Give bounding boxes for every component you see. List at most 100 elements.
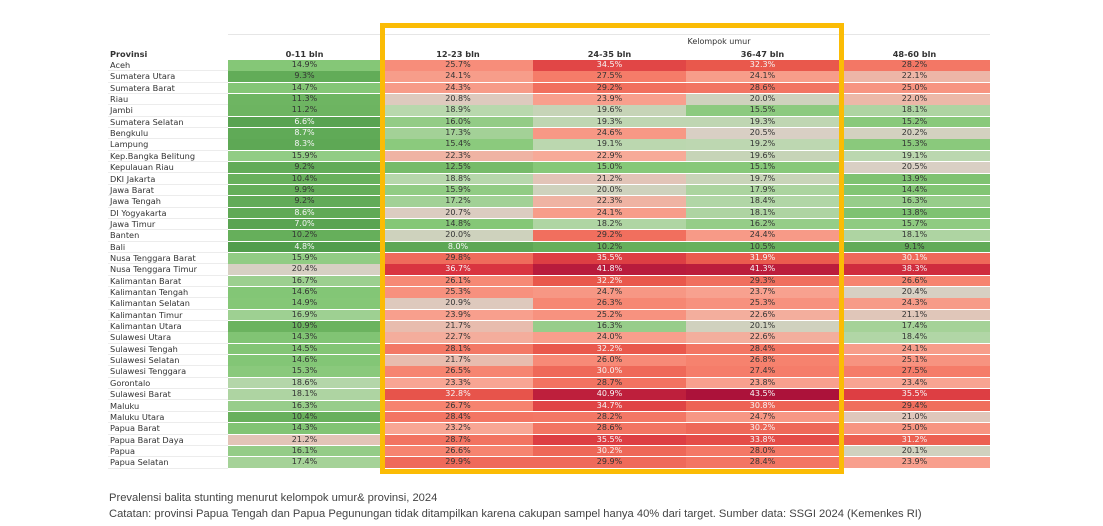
- table-row: Nusa Tenggara Timur 20.4% 36.7% 41.8% 41.3% 3…: [108, 264, 990, 276]
- heatmap-cell: 18.2%: [533, 218, 686, 230]
- heatmap-cell: 14.6%: [228, 355, 381, 366]
- row-divider: [108, 297, 228, 299]
- heatmap-cell: 22.7%: [383, 332, 533, 343]
- row-divider: [108, 172, 228, 174]
- heatmap-cell: 31.2%: [839, 434, 990, 446]
- row-divider: [108, 456, 228, 458]
- heatmap-cell: 14.5%: [228, 343, 381, 355]
- heatmap-cell: 24.0%: [533, 332, 686, 343]
- heatmap-cell: 32.8%: [383, 389, 533, 400]
- heatmap-cell: 41.8%: [533, 264, 686, 275]
- table-row: Sumatera Selatan 6.6% 16.0% 19.3% 19.3% 15.2%: [108, 116, 990, 129]
- row-divider: [108, 149, 228, 151]
- heatmap-cell: 34.5%: [533, 60, 686, 71]
- heatmap-cell: 8.3%: [228, 139, 381, 151]
- heatmap-cell: 19.7%: [686, 173, 839, 185]
- heatmap-cell: 16.2%: [686, 218, 839, 230]
- province-label: Papua: [110, 445, 135, 456]
- heatmap-cell: 15.9%: [228, 252, 381, 264]
- heatmap-cell: 21.7%: [383, 355, 533, 366]
- heatmap-cell: 26.3%: [533, 298, 686, 309]
- heatmap-cell: 11.3%: [228, 94, 381, 105]
- heatmap-cell: 34.7%: [533, 400, 686, 412]
- heatmap-cell: 6.6%: [228, 116, 381, 128]
- heatmap-cell: 38.3%: [839, 264, 990, 275]
- heatmap-cell: 28.6%: [533, 423, 686, 434]
- heatmap-cell: 27.5%: [533, 71, 686, 82]
- heatmap-cell: 14.9%: [228, 60, 381, 71]
- heatmap-cell: 30.2%: [686, 423, 839, 434]
- heatmap-cell: 9.2%: [228, 162, 381, 173]
- heatmap-cell: 13.9%: [839, 173, 990, 185]
- heatmap-cell: 17.2%: [383, 196, 533, 207]
- heatmap-cell: 25.2%: [533, 309, 686, 321]
- heatmap-cell: 22.0%: [839, 94, 990, 105]
- province-label: Kep.Bangka Belitung: [110, 150, 196, 161]
- heatmap-cell: 9.1%: [839, 241, 990, 253]
- heatmap-cell: 10.4%: [228, 173, 381, 185]
- province-label: Jawa Tengah: [110, 196, 161, 207]
- heatmap-cell: 19.6%: [686, 150, 839, 162]
- heatmap-cell: 25.3%: [383, 287, 533, 298]
- row-divider: [108, 183, 228, 185]
- heatmap-cell: 28.6%: [686, 82, 839, 94]
- table-row: Sulawesi Utara 14.3% 22.7% 24.0% 22.6% 18.4%: [108, 332, 990, 344]
- row-divider: [108, 433, 228, 435]
- heatmap-cell: 20.9%: [383, 298, 533, 309]
- heatmap-cell: 19.3%: [686, 116, 839, 128]
- table-row: Jawa Timur 7.0% 14.8% 18.2% 16.2% 15.7%: [108, 218, 990, 231]
- row-divider: [108, 263, 228, 265]
- heatmap-cell: 20.1%: [839, 445, 990, 457]
- heatmap-cell: 26.7%: [383, 400, 533, 412]
- province-label: Sumatera Barat: [110, 82, 175, 93]
- province-label: Jawa Barat: [110, 184, 154, 195]
- row-divider: [108, 240, 228, 242]
- heatmap-cell: 18.1%: [839, 105, 990, 116]
- heatmap-cell: 22.3%: [533, 196, 686, 207]
- chart-title: Prevalensi balita stunting menurut kelom…: [109, 492, 438, 504]
- table-row: Maluku 16.3% 26.7% 34.7% 30.8% 29.4%: [108, 400, 990, 412]
- heatmap-cell: 15.4%: [383, 139, 533, 151]
- heatmap-cell: 17.3%: [383, 128, 533, 139]
- heatmap-cell: 9.2%: [228, 196, 381, 207]
- table-row: Aceh 14.9% 25.7% 34.5% 32.3% 28.2%: [108, 60, 990, 72]
- heatmap-cell: 9.3%: [228, 71, 381, 82]
- heatmap-cell: 41.3%: [686, 264, 839, 275]
- heatmap-cell: 10.4%: [228, 411, 381, 423]
- heatmap-cell: 9.9%: [228, 184, 381, 196]
- heatmap-cell: 24.1%: [686, 71, 839, 82]
- heatmap-cell: 27.4%: [686, 366, 839, 378]
- heatmap-cell: 28.4%: [686, 343, 839, 355]
- heatmap-cell: 23.4%: [839, 377, 990, 389]
- column-header-row: Provinsi 0-11 bln 12-23 bln 24-35 bln 36-47…: [108, 34, 990, 60]
- row-header-label: Provinsi: [110, 49, 148, 59]
- province-label: Maluku: [110, 400, 140, 411]
- heatmap-cell: 18.6%: [228, 377, 381, 389]
- heatmap-cell: 20.5%: [839, 162, 990, 173]
- heatmap-cell: 25.7%: [383, 60, 533, 71]
- province-label: Nusa Tenggara Timur: [110, 264, 197, 275]
- heatmap-cell: 29.9%: [533, 457, 686, 468]
- heatmap-cell: 10.2%: [228, 230, 381, 241]
- header-divider: [383, 34, 533, 35]
- heatmap-cell: 22.6%: [686, 309, 839, 321]
- heatmap-cell: 18.1%: [686, 207, 839, 219]
- province-label: DI Yogyakarta: [110, 207, 167, 218]
- heatmap-cell: 20.1%: [686, 321, 839, 332]
- row-divider: [108, 354, 228, 356]
- heatmap-cell: 28.4%: [686, 457, 839, 468]
- heatmap-cell: 35.5%: [533, 252, 686, 264]
- heatmap-cell: 12.5%: [383, 162, 533, 173]
- heatmap-cell: 8.7%: [228, 128, 381, 139]
- table-row: Papua 16.1% 26.6% 30.2% 28.0% 20.1%: [108, 445, 990, 458]
- chart-note: Catatan: provinsi Papua Tengah dan Papua…: [109, 508, 922, 520]
- heatmap-cell: 26.1%: [383, 275, 533, 287]
- row-divider: [108, 93, 228, 95]
- heatmap-cell: 16.3%: [228, 400, 381, 412]
- row-divider: [108, 285, 228, 287]
- heatmap-cell: 19.1%: [533, 139, 686, 151]
- province-label: Gorontalo: [110, 377, 151, 388]
- heatmap-cell: 28.7%: [383, 434, 533, 446]
- heatmap-cell: 32.2%: [533, 343, 686, 355]
- table-row: Papua Selatan 17.4% 29.9% 29.9% 28.4% 23.9%: [108, 457, 990, 469]
